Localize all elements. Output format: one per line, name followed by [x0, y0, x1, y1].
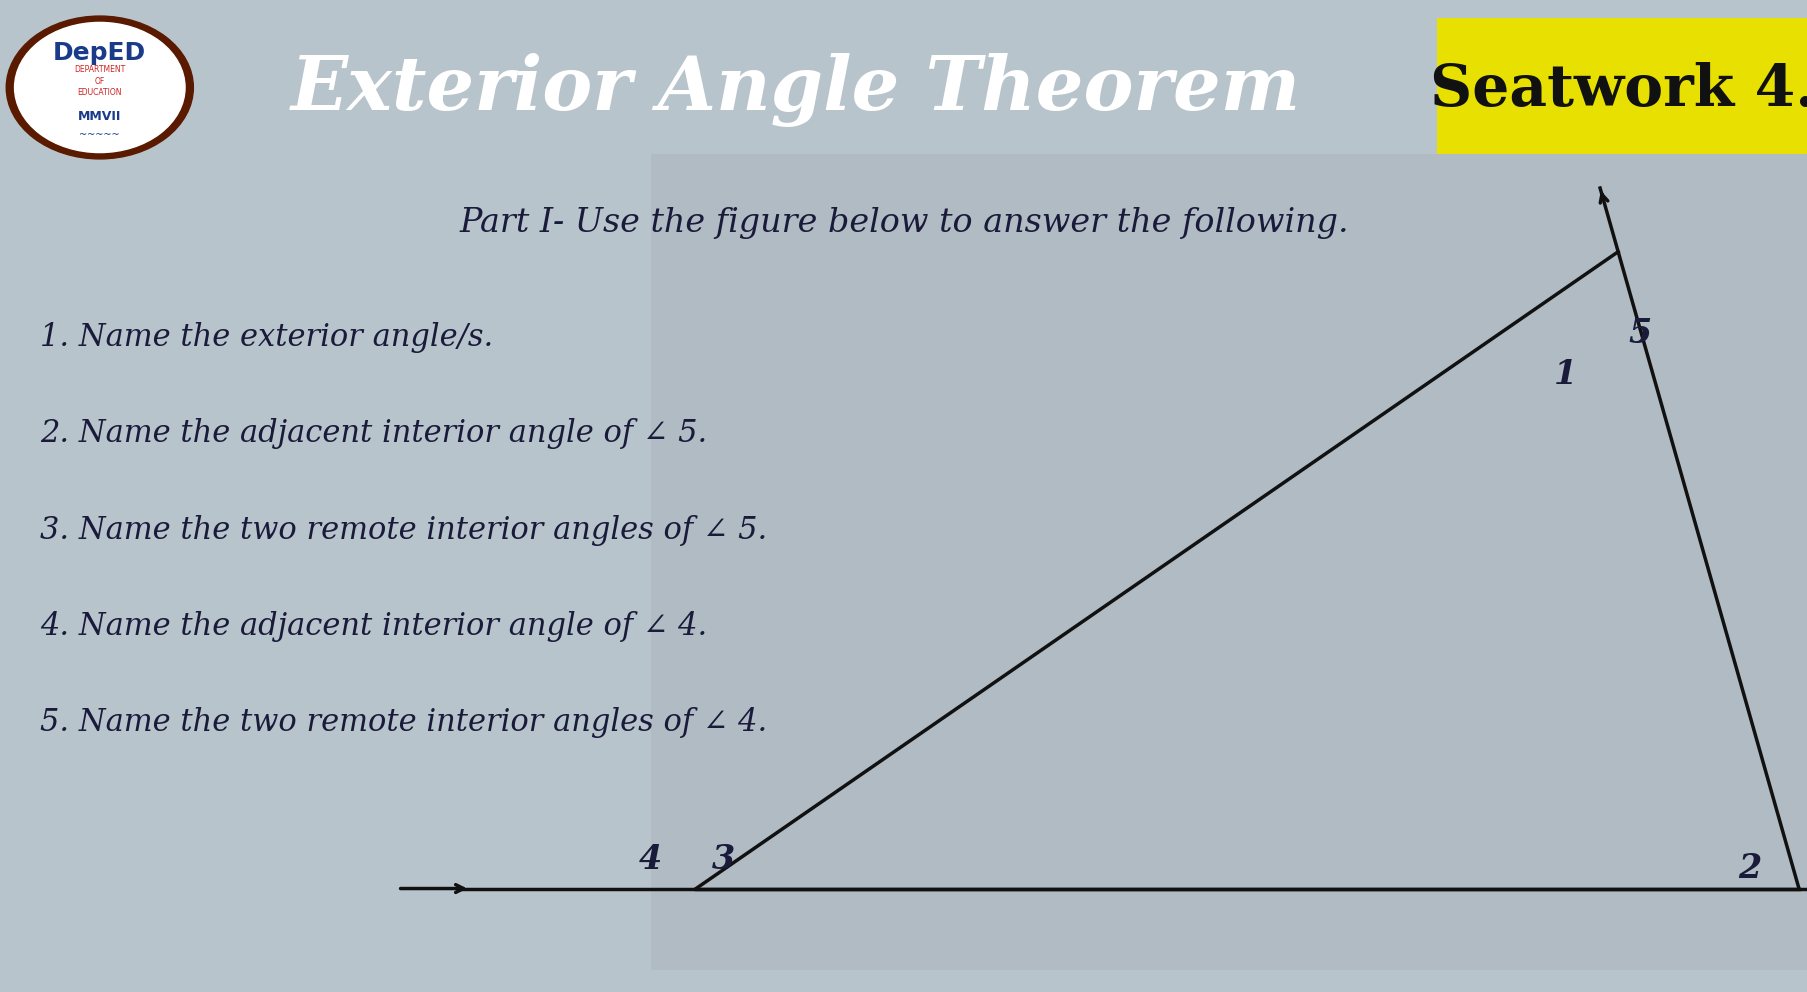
Text: 1. Name the exterior angle/s.: 1. Name the exterior angle/s. [40, 322, 493, 353]
Circle shape [5, 16, 193, 159]
Text: 5. Name the two remote interior angles of ∠ 4.: 5. Name the two remote interior angles o… [40, 707, 766, 738]
Text: Exterior Angle Theorem: Exterior Angle Theorem [291, 53, 1299, 127]
Text: DEPARTMENT
OF
EDUCATION: DEPARTMENT OF EDUCATION [74, 64, 125, 97]
Text: 1: 1 [1554, 358, 1576, 391]
Text: Part I- Use the figure below to answer the following.: Part I- Use the figure below to answer t… [459, 207, 1348, 239]
Text: Seatwork 4.: Seatwork 4. [1429, 62, 1807, 118]
Text: 4. Name the adjacent interior angle of ∠ 4.: 4. Name the adjacent interior angle of ∠… [40, 611, 707, 642]
Text: 2. Name the adjacent interior angle of ∠ 5.: 2. Name the adjacent interior angle of ∠… [40, 419, 707, 449]
Text: ~~~~~: ~~~~~ [80, 130, 119, 140]
FancyBboxPatch shape [1437, 18, 1807, 154]
Text: 4: 4 [640, 843, 661, 877]
Text: 5: 5 [1628, 316, 1650, 350]
Text: 3. Name the two remote interior angles of ∠ 5.: 3. Name the two remote interior angles o… [40, 515, 766, 546]
Text: MMVII: MMVII [78, 109, 121, 123]
Text: 3: 3 [712, 843, 734, 877]
FancyBboxPatch shape [651, 154, 1807, 970]
Text: 2: 2 [1738, 851, 1760, 885]
Text: DepED: DepED [52, 41, 146, 64]
Circle shape [14, 23, 184, 153]
